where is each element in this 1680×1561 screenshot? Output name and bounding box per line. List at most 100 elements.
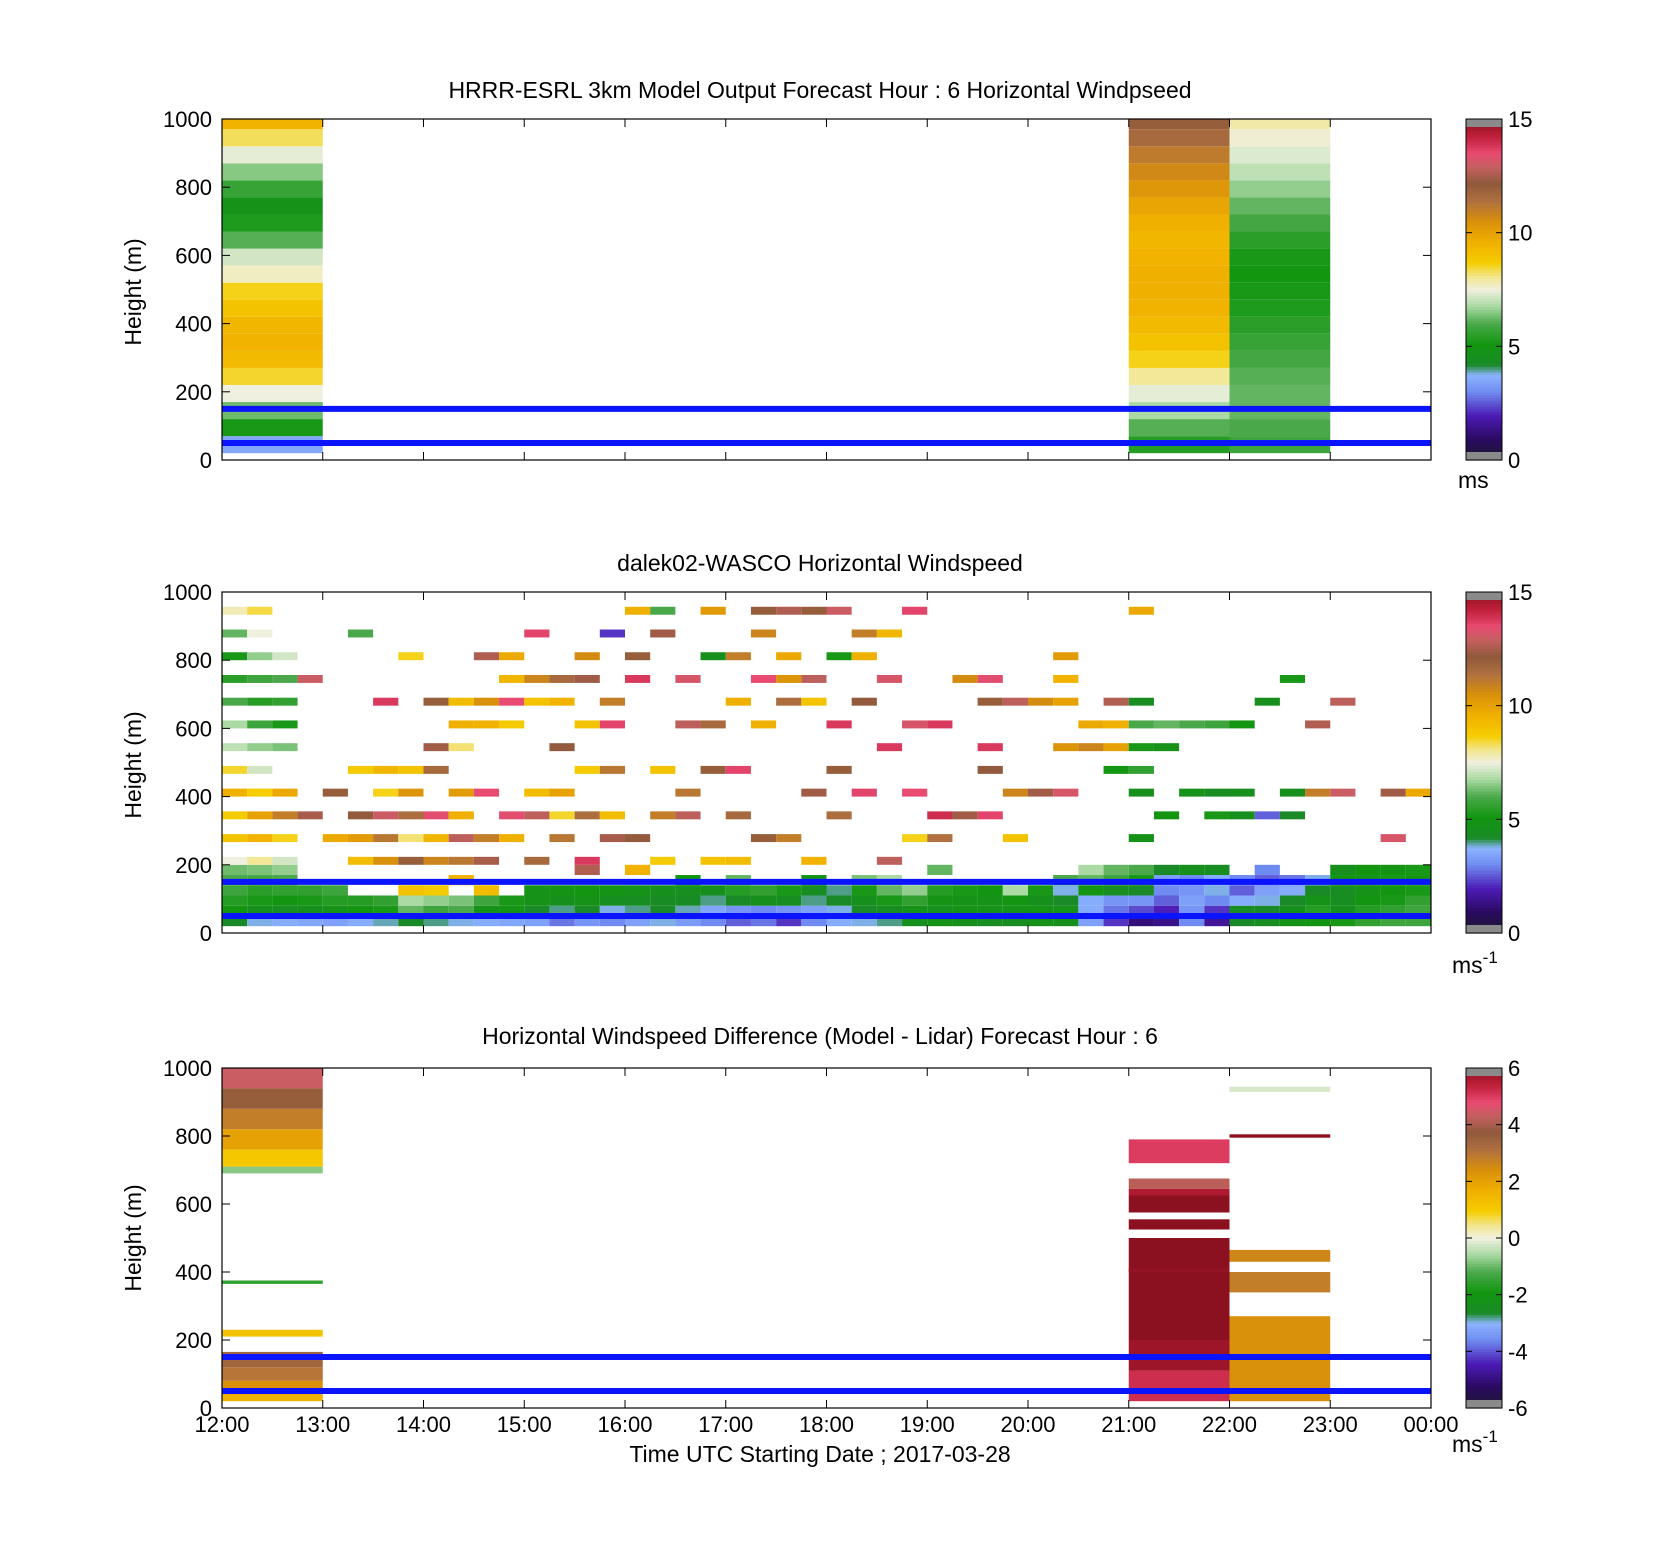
heatmap-cell — [549, 788, 575, 797]
colorbar-swatch — [1466, 1192, 1502, 1197]
colorbar-swatch — [1466, 1079, 1502, 1083]
heatmap-cell — [1254, 895, 1280, 906]
colorbar-swatch — [1466, 238, 1502, 242]
heatmap-cell — [222, 834, 248, 843]
heatmap-cell — [599, 885, 625, 896]
colorbar-swatch — [1466, 1215, 1502, 1219]
colorbar-swatch — [1466, 634, 1502, 639]
colorbar-swatch — [1466, 286, 1502, 291]
colorbar-swatch — [1466, 258, 1502, 262]
heatmap-cell — [1078, 743, 1104, 752]
x-tick-label: 00:00 — [1403, 1412, 1458, 1437]
colorbar-swatch — [1466, 879, 1502, 883]
heatmap-cell — [423, 895, 449, 906]
heatmap-cell — [222, 765, 248, 774]
heatmap-cell — [1330, 905, 1356, 916]
colorbar-swatch — [1466, 640, 1502, 644]
heatmap-cell — [1229, 350, 1331, 368]
heatmap-cell — [1330, 915, 1356, 927]
heatmap-cell — [499, 652, 525, 661]
heatmap-cell — [1103, 885, 1129, 896]
colorbar-swatch — [1466, 1391, 1502, 1395]
heatmap-cell — [1153, 864, 1180, 876]
colorbar-swatch — [1466, 921, 1502, 926]
heatmap-cell — [1103, 895, 1129, 906]
heatmap-cell — [524, 811, 550, 820]
panel-model: HRRR-ESRL 3km Model Output Forecast Hour… — [120, 77, 1532, 493]
colorbar-swatch — [1466, 383, 1502, 387]
colorbar-swatch — [1466, 155, 1502, 160]
colorbar-swatch — [1466, 232, 1502, 237]
heatmap-cell — [322, 885, 348, 896]
heatmap-cell — [1254, 864, 1280, 876]
colorbar-swatch — [1466, 1252, 1502, 1256]
heatmap-cell — [1053, 905, 1079, 916]
heatmap-cell — [826, 905, 852, 916]
heatmap-cell — [1229, 146, 1331, 164]
heatmap-cell — [1028, 895, 1054, 906]
colorbar-swatch — [1466, 699, 1502, 704]
colorbar-swatch — [1466, 440, 1502, 444]
heatmap-cell — [876, 674, 903, 683]
heatmap-cell — [247, 697, 273, 706]
heatmap-cell — [272, 788, 298, 797]
colorbar-swatch — [1466, 192, 1502, 197]
heatmap-cell — [448, 834, 474, 843]
heatmap-cell — [776, 895, 802, 906]
heatmap-cell — [1028, 915, 1054, 927]
heatmap-cell — [1405, 895, 1431, 906]
heatmap-cell — [1229, 367, 1331, 385]
colorbar-swatch — [1466, 266, 1502, 271]
heatmap-cell — [1229, 163, 1331, 181]
heatmap-cell — [222, 864, 248, 876]
heatmap-cell — [1330, 788, 1356, 797]
colorbar-swatch — [1466, 796, 1502, 801]
colorbar-tick-label: 5 — [1508, 334, 1520, 359]
colorbar-swatch — [1466, 827, 1502, 832]
heatmap-cell — [1229, 119, 1331, 130]
heatmap-cell — [1153, 885, 1180, 896]
heatmap-cell — [1355, 915, 1381, 927]
heatmap-cell — [347, 629, 374, 638]
colorbar-swatch — [1466, 289, 1502, 293]
heatmap-cell — [1305, 915, 1331, 927]
heatmap-cell — [398, 856, 424, 865]
heatmap-cell — [247, 720, 273, 729]
colorbar-swatch — [1466, 161, 1502, 166]
colorbar-swatch — [1466, 856, 1502, 860]
heatmap-cell — [1128, 788, 1154, 797]
colorbar-swatch — [1466, 144, 1502, 149]
heatmap-cell — [776, 652, 802, 661]
panel-lidar: dalek02-WASCO Horizontal Windspeed Heigh… — [120, 550, 1532, 978]
heatmap-cell — [700, 720, 726, 729]
heatmap-cell — [927, 864, 953, 876]
colorbar-swatch — [1466, 1277, 1502, 1282]
heatmap-cell — [700, 856, 726, 865]
heatmap-cell — [977, 811, 1003, 820]
colorbar-swatch — [1466, 445, 1502, 450]
heatmap-cell — [448, 788, 474, 797]
heatmap-cell — [977, 674, 1003, 683]
heatmap-cell — [1053, 743, 1079, 752]
heatmap-cell — [524, 629, 550, 638]
heatmap-cell — [222, 419, 323, 437]
heatmap-cell — [599, 697, 625, 706]
heatmap-cell — [574, 720, 600, 729]
colorbar-swatch — [1466, 442, 1502, 447]
colorbar-swatch — [1466, 448, 1502, 453]
colorbar-swatch — [1466, 1320, 1502, 1324]
colorbar-swatch — [1466, 246, 1502, 251]
heatmap-cell — [322, 788, 348, 797]
heatmap-cell — [524, 788, 550, 797]
heatmap-cell — [876, 856, 903, 865]
heatmap-cell — [247, 743, 273, 752]
heatmap-cell — [574, 905, 600, 916]
colorbar-swatch — [1466, 611, 1502, 616]
heatmap-cell — [222, 350, 323, 368]
heatmap-cell — [423, 905, 449, 916]
colorbar-swatch — [1466, 813, 1502, 818]
heatmap-cell — [1103, 864, 1129, 876]
colorbar-swatch — [1466, 1337, 1502, 1341]
heatmap-cell — [272, 864, 298, 876]
heatmap-cell — [1380, 905, 1406, 916]
